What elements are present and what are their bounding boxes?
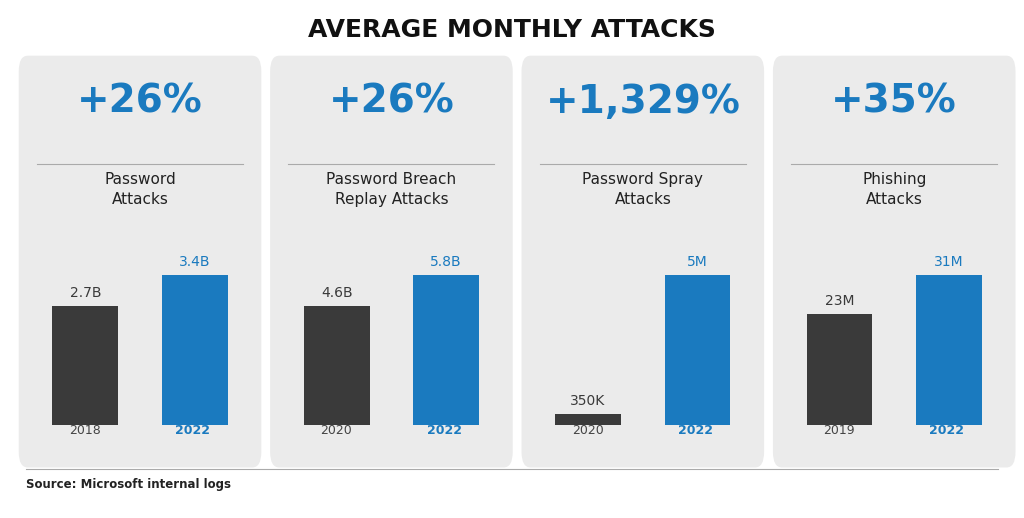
Text: Password Breach
Replay Attacks: Password Breach Replay Attacks: [327, 172, 457, 207]
Text: Password
Attacks: Password Attacks: [104, 172, 176, 207]
Text: +35%: +35%: [831, 83, 957, 121]
Text: Phishing
Attacks: Phishing Attacks: [862, 172, 927, 207]
FancyBboxPatch shape: [521, 55, 764, 467]
Bar: [304, 306, 370, 425]
Text: +1,329%: +1,329%: [546, 83, 740, 121]
FancyBboxPatch shape: [270, 55, 513, 467]
Text: 5M: 5M: [687, 255, 708, 269]
Bar: [555, 414, 621, 425]
Text: 2022: 2022: [678, 424, 713, 437]
Text: 2019: 2019: [823, 424, 855, 437]
Text: 2018: 2018: [70, 424, 101, 437]
Text: AVERAGE MONTHLY ATTACKS: AVERAGE MONTHLY ATTACKS: [308, 18, 716, 42]
Text: 2.7B: 2.7B: [70, 286, 101, 300]
Text: 350K: 350K: [570, 394, 605, 408]
Bar: [52, 306, 118, 425]
Text: 4.6B: 4.6B: [321, 286, 352, 300]
Text: Password Spray
Attacks: Password Spray Attacks: [583, 172, 703, 207]
Text: 3.4B: 3.4B: [179, 255, 211, 269]
Text: +26%: +26%: [77, 83, 203, 121]
Text: 23M: 23M: [824, 294, 854, 308]
Bar: [807, 314, 872, 425]
Bar: [414, 275, 479, 425]
Text: 2022: 2022: [930, 424, 965, 437]
FancyBboxPatch shape: [773, 55, 1016, 467]
FancyBboxPatch shape: [18, 55, 261, 467]
Bar: [916, 275, 982, 425]
Text: 2020: 2020: [321, 424, 352, 437]
Text: Source: Microsoft internal logs: Source: Microsoft internal logs: [26, 478, 230, 491]
Bar: [665, 275, 730, 425]
Bar: [162, 275, 227, 425]
Text: 5.8B: 5.8B: [430, 255, 462, 269]
Text: 2020: 2020: [572, 424, 604, 437]
Text: +26%: +26%: [329, 83, 455, 121]
Text: 2022: 2022: [427, 424, 462, 437]
Text: 31M: 31M: [934, 255, 964, 269]
Text: 2022: 2022: [175, 424, 210, 437]
